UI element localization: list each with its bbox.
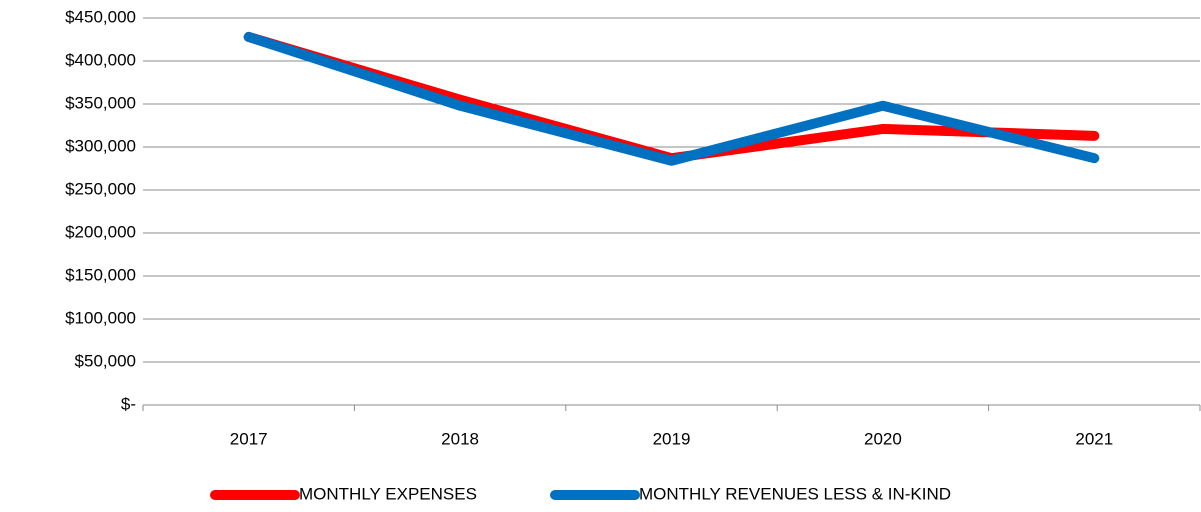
series-line [243,31,1100,166]
x-tick-label: 2019 [653,429,691,448]
x-tick-label: 2018 [441,429,479,448]
x-tick-label: 2021 [1075,429,1113,448]
y-tick-label: $300,000 [65,136,136,155]
y-tick-label: $- [121,394,136,413]
legend-label: MONTHLY REVENUES LESS & IN-KIND [639,484,951,503]
series-line [243,31,1100,164]
y-tick-label: $400,000 [65,50,136,69]
x-tick-label: 2017 [230,429,268,448]
y-tick-label: $350,000 [65,93,136,112]
y-tick-label: $250,000 [65,179,136,198]
legend-label: MONTHLY EXPENSES [299,484,477,503]
x-tick-label: 2020 [864,429,902,448]
y-tick-label: $200,000 [65,222,136,241]
y-tick-label: $450,000 [65,7,136,26]
y-tick-label: $100,000 [65,308,136,327]
y-tick-label: $150,000 [65,265,136,284]
y-tick-label: $50,000 [75,351,136,370]
